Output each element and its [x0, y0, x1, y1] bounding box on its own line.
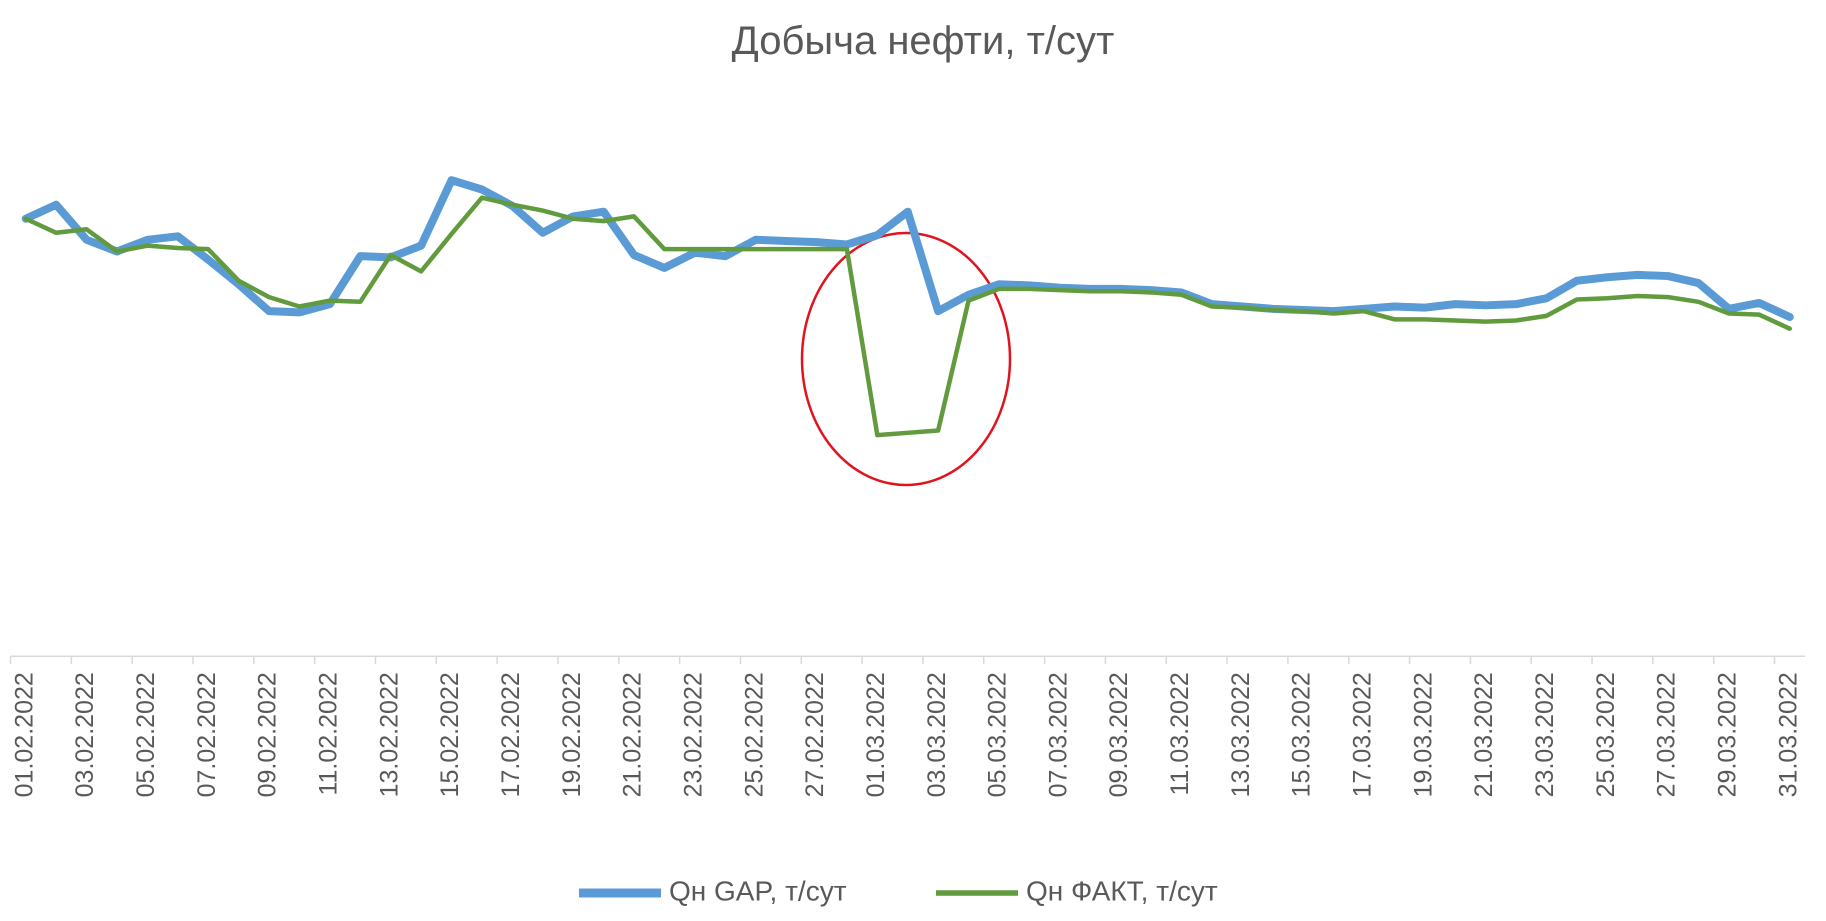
x-tick-label: 05.03.2022: [984, 672, 1012, 797]
x-tick-label: 11.02.2022: [314, 672, 342, 795]
x-tick-label: 31.03.2022: [1774, 672, 1802, 797]
x-tick-label: 05.02.2022: [132, 672, 160, 797]
x-tick-label: 07.02.2022: [193, 672, 221, 797]
x-tick-label: 15.03.2022: [1288, 672, 1316, 797]
x-tick-label: 03.03.2022: [923, 672, 951, 797]
x-tick-label: 03.02.2022: [71, 672, 99, 797]
x-tick-label: 11.03.2022: [1166, 672, 1194, 795]
x-tick-label: 21.02.2022: [619, 672, 647, 797]
x-tick-label: 21.03.2022: [1470, 672, 1498, 797]
x-tick-label: 25.02.2022: [740, 672, 768, 797]
x-tick-label: 13.03.2022: [1227, 672, 1255, 797]
x-tick-label: 19.02.2022: [558, 672, 586, 797]
highlight-ellipse: [800, 231, 1012, 487]
series-line: [21, 176, 1794, 322]
x-tick-label: 23.02.2022: [679, 672, 707, 797]
x-tick-label: 27.02.2022: [801, 672, 829, 797]
x-tick-label: 29.03.2022: [1714, 672, 1742, 797]
x-tick-label: 17.02.2022: [497, 672, 525, 797]
x-tick-label: 09.03.2022: [1105, 672, 1133, 797]
x-tick-label: 07.03.2022: [1044, 672, 1072, 797]
x-tick-label: 15.02.2022: [436, 672, 464, 797]
x-tick-label: 25.03.2022: [1592, 672, 1620, 797]
x-tick-label: 23.03.2022: [1531, 672, 1559, 797]
x-tick-label: 01.02.2022: [10, 672, 38, 797]
series-line: [23, 195, 1792, 438]
x-tick-label: 09.02.2022: [254, 672, 282, 797]
x-tick-label: 13.02.2022: [375, 672, 403, 797]
legend-label: Qн ФАКТ, т/сут: [1026, 875, 1218, 906]
x-tick-label: 01.03.2022: [862, 672, 890, 797]
x-tick-label: 17.03.2022: [1349, 672, 1377, 797]
legend-label: Qн GAP, т/сут: [669, 875, 847, 906]
x-tick-label: 19.03.2022: [1409, 672, 1437, 797]
chart-title: Добыча нефти, т/сут: [732, 19, 1115, 63]
x-tick-label: 27.03.2022: [1653, 672, 1681, 797]
